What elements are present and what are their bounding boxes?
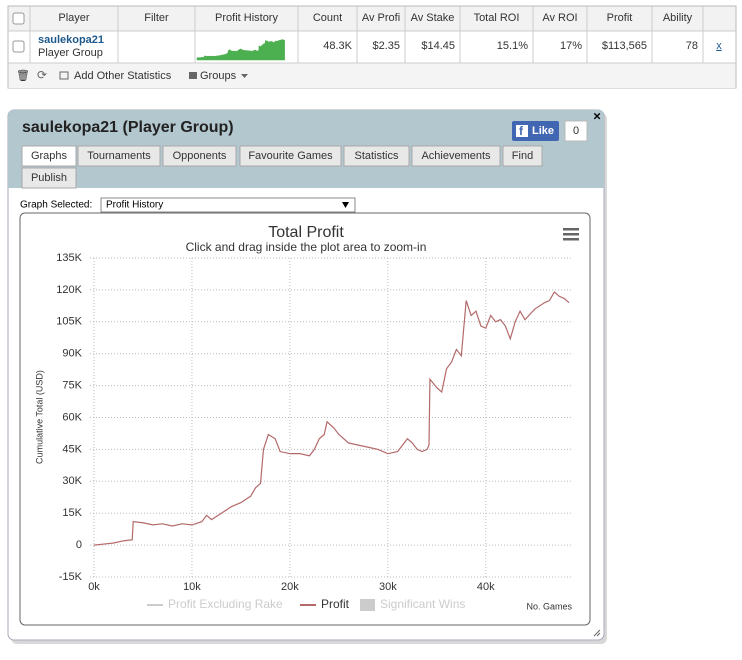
tab-label: Publish bbox=[31, 172, 67, 184]
cell-value: 17% bbox=[560, 40, 582, 52]
toolbar-bg bbox=[8, 63, 736, 88]
column-header[interactable]: Total ROI bbox=[474, 12, 520, 24]
column-header[interactable]: Profit History bbox=[215, 12, 278, 24]
checkbox[interactable] bbox=[12, 12, 25, 25]
x-tick-label: 10k bbox=[183, 581, 201, 593]
column-header[interactable]: Av ROI bbox=[542, 12, 577, 24]
graph-select-value: Profit History bbox=[106, 200, 163, 211]
stats-icon bbox=[59, 71, 69, 80]
menu-icon[interactable] bbox=[563, 228, 579, 241]
groups-button[interactable]: Groups bbox=[200, 70, 237, 82]
tab-label: Favourite Games bbox=[248, 150, 333, 162]
tab[interactable] bbox=[343, 145, 410, 167]
tab[interactable] bbox=[239, 145, 342, 167]
x-tick-label: 40k bbox=[477, 581, 495, 593]
close-button[interactable]: × bbox=[593, 108, 601, 123]
x-tick-label: 20k bbox=[281, 581, 299, 593]
cell-value: $14.45 bbox=[421, 40, 455, 52]
tab[interactable] bbox=[77, 145, 161, 167]
tab[interactable] bbox=[162, 145, 237, 167]
refresh-icon[interactable]: ⟳ bbox=[37, 68, 47, 82]
fb-icon bbox=[516, 125, 528, 137]
legend-symbol bbox=[360, 599, 375, 611]
table-header-bg bbox=[8, 6, 736, 31]
profit-line bbox=[93, 291, 570, 546]
column-header[interactable]: Ability bbox=[663, 12, 693, 24]
tab-label: Opponents bbox=[173, 150, 227, 162]
groups-icon bbox=[189, 72, 197, 79]
cell-value: 15.1% bbox=[497, 40, 528, 52]
tab[interactable] bbox=[21, 145, 77, 167]
graph-selected-label: Graph Selected: bbox=[20, 200, 92, 211]
column-header[interactable]: Player bbox=[58, 12, 90, 24]
y-tick-label: 105K bbox=[56, 316, 82, 328]
tab-label: Achievements bbox=[421, 150, 491, 162]
tab[interactable] bbox=[502, 145, 543, 167]
graph-select[interactable] bbox=[100, 197, 356, 213]
cell-value: 48.3K bbox=[323, 40, 352, 52]
tab[interactable] bbox=[411, 145, 501, 167]
tab-label: Find bbox=[512, 150, 533, 162]
chart-title: Total Profit bbox=[268, 224, 344, 241]
y-tick-label: 135K bbox=[56, 252, 82, 264]
fb-f: f bbox=[519, 124, 524, 138]
column-header[interactable]: Av Stake bbox=[411, 12, 455, 24]
checkbox[interactable] bbox=[12, 40, 25, 53]
y-tick-label: 45K bbox=[62, 443, 82, 455]
window-title: saulekopa21 (Player Group) bbox=[22, 119, 234, 136]
y-tick-label: 75K bbox=[62, 380, 82, 392]
like-count: 0 bbox=[573, 125, 579, 137]
like-label: Like bbox=[532, 125, 554, 137]
player-type: Player Group bbox=[38, 47, 103, 59]
chart-frame bbox=[19, 212, 591, 626]
y-axis-label: Cumulative Total (USD) bbox=[34, 370, 44, 464]
x-tick-label: 30k bbox=[379, 581, 397, 593]
y-tick-label: 120K bbox=[56, 284, 82, 296]
y-tick-label: -15K bbox=[59, 571, 83, 583]
column-header[interactable]: Count bbox=[313, 12, 342, 24]
legend-entry[interactable]: Profit bbox=[321, 597, 350, 611]
sparkline bbox=[196, 39, 285, 61]
remove-link[interactable]: x bbox=[716, 40, 722, 52]
resize-handle[interactable] bbox=[593, 629, 601, 637]
add-stats[interactable]: Add Other Statistics bbox=[74, 70, 172, 82]
dropdown-arrow bbox=[241, 74, 248, 78]
chart-subtitle: Click and drag inside the plot area to z… bbox=[186, 240, 427, 254]
y-tick-label: 90K bbox=[62, 348, 82, 360]
column-header[interactable]: Filter bbox=[144, 12, 169, 24]
y-tick-label: 60K bbox=[62, 411, 82, 423]
cell-value: $2.35 bbox=[372, 40, 400, 52]
cell-value: 78 bbox=[686, 40, 698, 52]
column-header[interactable]: Profit bbox=[607, 12, 633, 24]
tab[interactable] bbox=[21, 167, 77, 189]
tab-label: Tournaments bbox=[87, 150, 151, 162]
column-header[interactable]: Av Profi bbox=[362, 12, 400, 24]
legend-entry[interactable]: Significant Wins bbox=[380, 597, 465, 611]
x-tick-label: 0k bbox=[88, 581, 100, 593]
y-tick-label: 15K bbox=[62, 507, 82, 519]
y-tick-label: 30K bbox=[62, 475, 82, 487]
x-axis-label: No. Games bbox=[526, 601, 572, 611]
legend-entry[interactable]: Profit Excluding Rake bbox=[168, 597, 283, 611]
cell-value: $113,565 bbox=[602, 40, 647, 52]
tab-label: Statistics bbox=[354, 150, 399, 162]
select-arrow bbox=[342, 202, 349, 208]
tab-label: Graphs bbox=[31, 150, 68, 162]
trash-icon[interactable]: 🗑 bbox=[16, 69, 30, 82]
y-tick-label: 0 bbox=[76, 539, 82, 551]
like-count-box bbox=[564, 120, 588, 142]
player-name[interactable]: saulekopa21 bbox=[38, 34, 104, 46]
